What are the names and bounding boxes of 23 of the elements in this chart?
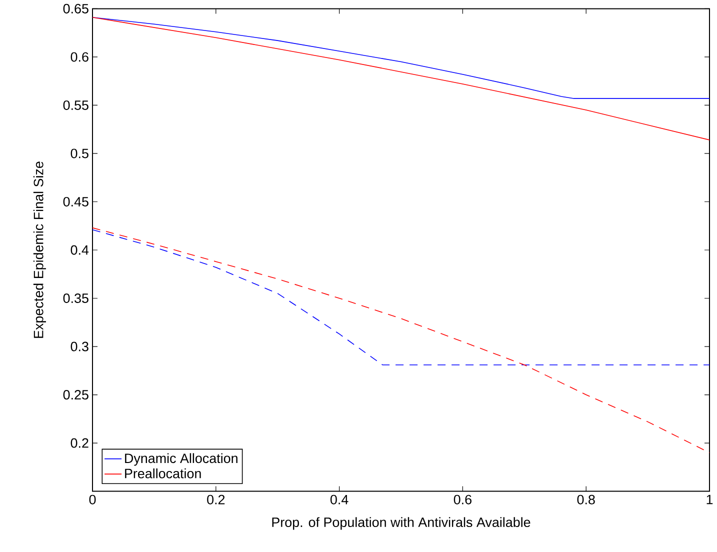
- x-tick-label: 0.8: [577, 494, 595, 504]
- x-tick-label: 0.6: [454, 494, 472, 504]
- x-tick-label: 0.2: [207, 494, 225, 504]
- line-series: [92, 227, 710, 454]
- line-series: [92, 16, 710, 99]
- x-tick-label: 0.4: [330, 494, 348, 504]
- y-tick-label: 0.55: [63, 100, 88, 110]
- legend-label: Preallocation: [125, 468, 201, 478]
- y-tick-label: 0.35: [63, 293, 88, 304]
- y-tick-label: 0.4: [70, 245, 89, 255]
- y-tick-label: 0.2: [70, 438, 88, 448]
- y-tick-label: 0.6: [70, 52, 88, 62]
- y-tick-label: 0.65: [63, 4, 88, 14]
- y-tick-label: 0.25: [63, 390, 88, 400]
- y-tick-label: 0.45: [63, 196, 88, 206]
- x-axis-title: Prop. of Population with Antivirals Available: [272, 517, 530, 530]
- y-tick-label: 0.3: [70, 342, 88, 352]
- y-tick-label: 0.5: [70, 148, 88, 158]
- x-tick-label: 0: [89, 494, 96, 504]
- x-tick-label: 1: [706, 494, 713, 504]
- legend-label: Dynamic Allocation: [125, 453, 238, 466]
- y-axis-title: Expected Epidemic Final Size: [33, 162, 46, 338]
- line-series: [92, 16, 710, 140]
